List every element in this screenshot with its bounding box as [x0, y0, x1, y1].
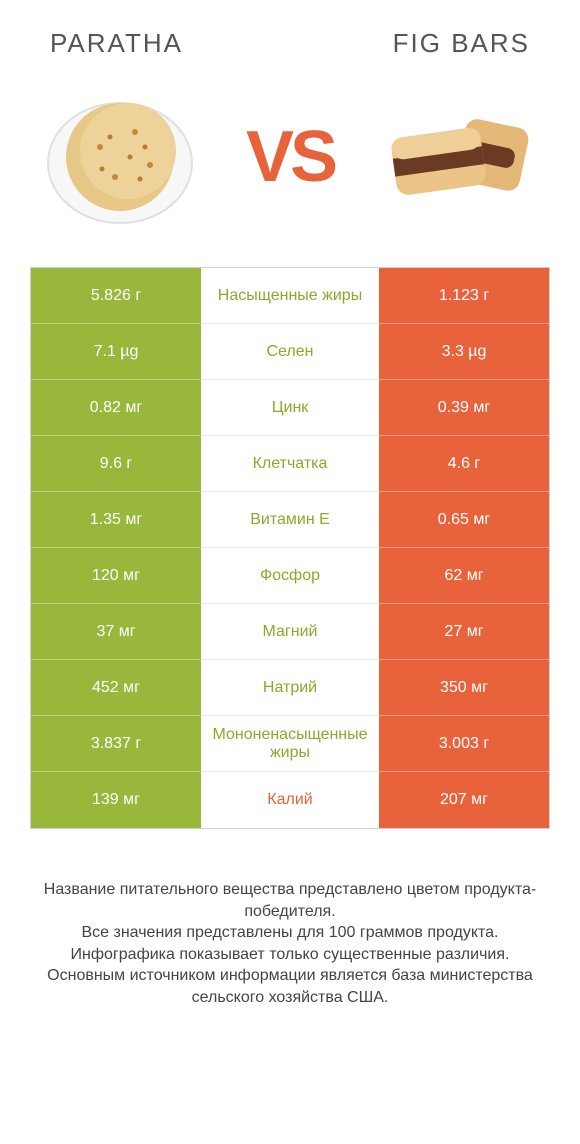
- table-row: 37 мгМагний27 мг: [31, 604, 549, 660]
- value-right: 0.39 мг: [379, 380, 549, 436]
- value-right: 27 мг: [379, 604, 549, 660]
- table-row: 3.837 гМононенасыщенные жиры3.003 г: [31, 716, 549, 772]
- value-left: 452 мг: [31, 660, 201, 716]
- header: PARATHA FIG BARS: [0, 0, 580, 69]
- value-left: 5.826 г: [31, 268, 201, 324]
- value-right: 4.6 г: [379, 436, 549, 492]
- title-right: FIG BARS: [393, 28, 530, 59]
- nutrient-label: Натрий: [201, 660, 379, 716]
- value-right: 3.3 µg: [379, 324, 549, 380]
- table-row: 1.35 мгВитамин E0.65 мг: [31, 492, 549, 548]
- value-right: 62 мг: [379, 548, 549, 604]
- image-row: VS: [0, 69, 580, 267]
- value-left: 37 мг: [31, 604, 201, 660]
- table-row: 5.826 гНасыщенные жиры1.123 г: [31, 268, 549, 324]
- value-left: 3.837 г: [31, 716, 201, 772]
- nutrient-label: Селен: [201, 324, 379, 380]
- nutrient-label: Насыщенные жиры: [201, 268, 379, 324]
- footer-line: Инфографика показывает только существенн…: [22, 944, 558, 966]
- value-right: 207 мг: [379, 772, 549, 828]
- footer-line: Название питательного вещества представл…: [22, 879, 558, 922]
- value-left: 1.35 мг: [31, 492, 201, 548]
- vs-label: VS: [246, 116, 334, 198]
- paratha-image: [40, 77, 200, 237]
- table-row: 120 мгФосфор62 мг: [31, 548, 549, 604]
- nutrient-label: Фосфор: [201, 548, 379, 604]
- figbar-image: [380, 77, 540, 237]
- value-left: 7.1 µg: [31, 324, 201, 380]
- value-right: 3.003 г: [379, 716, 549, 772]
- nutrient-label: Витамин E: [201, 492, 379, 548]
- table-row: 0.82 мгЦинк0.39 мг: [31, 380, 549, 436]
- table-row: 452 мгНатрий350 мг: [31, 660, 549, 716]
- footer-text: Название питательного вещества представл…: [0, 829, 580, 1009]
- table-row: 139 мгКалий207 мг: [31, 772, 549, 828]
- comparison-table: 5.826 гНасыщенные жиры1.123 г7.1 µgСелен…: [30, 267, 550, 829]
- value-right: 0.65 мг: [379, 492, 549, 548]
- value-left: 139 мг: [31, 772, 201, 828]
- nutrient-label: Калий: [201, 772, 379, 828]
- value-left: 120 мг: [31, 548, 201, 604]
- value-left: 0.82 мг: [31, 380, 201, 436]
- table-row: 9.6 гКлетчатка4.6 г: [31, 436, 549, 492]
- table-row: 7.1 µgСелен3.3 µg: [31, 324, 549, 380]
- footer-line: Основным источником информации является …: [22, 965, 558, 1008]
- nutrient-label: Цинк: [201, 380, 379, 436]
- value-right: 1.123 г: [379, 268, 549, 324]
- value-left: 9.6 г: [31, 436, 201, 492]
- footer-line: Все значения представлены для 100 граммо…: [22, 922, 558, 944]
- value-right: 350 мг: [379, 660, 549, 716]
- nutrient-label: Мононенасыщенные жиры: [201, 716, 379, 772]
- nutrient-label: Клетчатка: [201, 436, 379, 492]
- title-left: PARATHA: [50, 28, 183, 59]
- nutrient-label: Магний: [201, 604, 379, 660]
